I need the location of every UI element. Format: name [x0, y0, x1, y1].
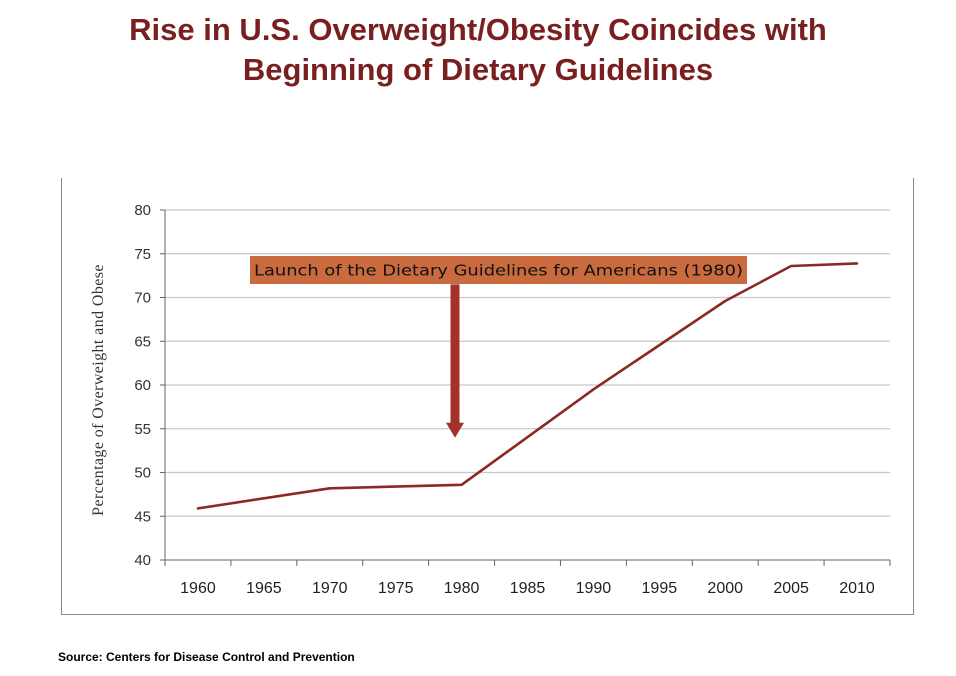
y-tick-label-60: 60: [134, 377, 151, 394]
annotation-text: Launch of the Dietary Guidelines for Ame…: [254, 262, 743, 280]
y-tick-label-70: 70: [134, 290, 151, 307]
y-tick-label-45: 45: [134, 508, 151, 525]
annotation-box: [250, 256, 747, 284]
series-line: [196, 262, 859, 510]
annotation-arrow-shaft: [450, 284, 460, 424]
x-tick-label-1995: 1995: [642, 580, 678, 597]
source-note: Source: Centers for Disease Control and …: [58, 650, 355, 664]
chart-title: Rise in U.S. Overweight/Obesity Coincide…: [0, 10, 956, 90]
y-tick-label-50: 50: [134, 465, 151, 482]
chart-frame: [61, 178, 914, 615]
y-tick-label-55: 55: [134, 421, 151, 438]
y-tick-label-65: 65: [134, 333, 151, 350]
y-tick-label-80: 80: [134, 202, 151, 219]
x-tick-label-1980: 1980: [444, 580, 480, 597]
chart-title-line-1: Rise in U.S. Overweight/Obesity Coincide…: [129, 12, 827, 47]
y-axis-label: Percentage of Overweight and Obese: [90, 264, 107, 516]
x-tick-label-1960: 1960: [180, 580, 216, 597]
annotation-arrow-head: [446, 422, 464, 438]
x-tick-label-2005: 2005: [773, 580, 809, 597]
x-tick-label-1975: 1975: [378, 580, 414, 597]
y-tick-label-75: 75: [134, 246, 151, 263]
x-tick-label-2000: 2000: [707, 580, 743, 597]
x-tick-label-1970: 1970: [312, 580, 348, 597]
x-tick-label-1985: 1985: [510, 580, 546, 597]
y-tick-label-40: 40: [134, 552, 151, 569]
x-tick-label-1965: 1965: [246, 580, 282, 597]
chart-title-line-2: Beginning of Dietary Guidelines: [242, 52, 714, 87]
x-tick-label-1990: 1990: [576, 580, 612, 597]
x-tick-label-2010: 2010: [839, 580, 875, 597]
